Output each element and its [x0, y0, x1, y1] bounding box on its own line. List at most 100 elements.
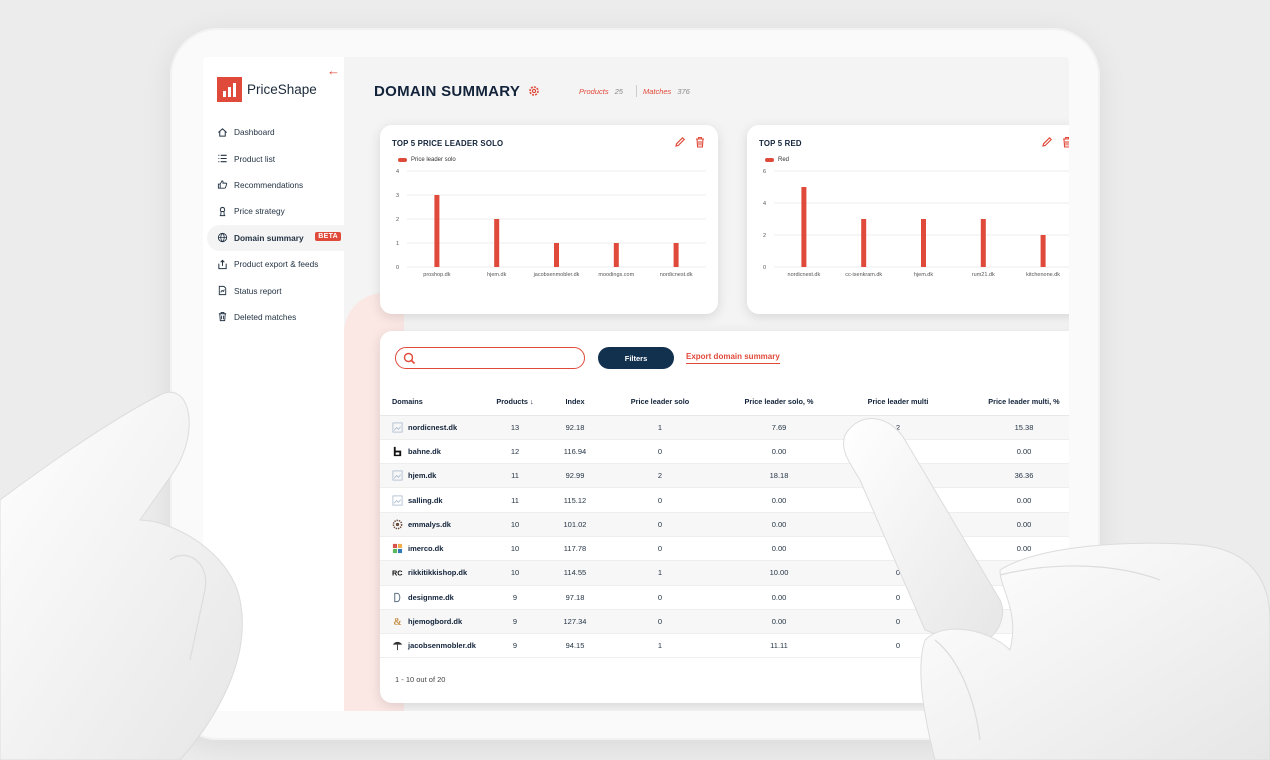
bar[interactable] — [494, 219, 500, 267]
cell-price-leader-multi: 0 — [838, 609, 958, 635]
bar[interactable] — [801, 187, 807, 267]
x-tick-label: hjem.dk — [914, 272, 934, 278]
bar[interactable] — [613, 243, 619, 267]
col-header-products[interactable]: Products ↓ — [480, 389, 550, 416]
domain-favicon-icon — [392, 519, 403, 530]
cell-price-leader-solo: 0 — [600, 585, 720, 610]
domain-name[interactable]: rikkitikkishop.dk — [408, 568, 468, 578]
domain-name[interactable]: salling.dk — [408, 495, 443, 505]
col-header-price-leader-multi-pct[interactable]: Price leader multi, % — [958, 389, 1069, 416]
bar[interactable] — [434, 195, 440, 267]
cell-price-leader-solo-pct: 11.11 — [720, 633, 838, 659]
table-row[interactable]: emmalys.dk 10 101.02 0 0.00 0.00 — [380, 512, 1069, 537]
cell-price-leader-solo-pct: 0.00 — [720, 512, 838, 537]
cell-index: 127.34 — [550, 609, 600, 635]
header-stats: Products 25 Matches 376 — [579, 85, 690, 97]
cell-price-leader-solo: 0 — [600, 536, 720, 562]
cell-index: 114.55 — [550, 560, 600, 586]
domain-name[interactable]: jacobsenmobler.dk — [408, 641, 476, 651]
sidebar-item-label: Product list — [234, 153, 276, 164]
search-icon — [403, 352, 416, 365]
col-header-products-label: Products — [496, 397, 528, 407]
col-header-index[interactable]: Index — [550, 389, 600, 416]
bar[interactable] — [1040, 235, 1046, 267]
sidebar-item-recommendations[interactable]: Recommendations — [207, 172, 344, 198]
domain-name[interactable]: emmalys.dk — [408, 519, 451, 529]
table-row[interactable]: imerco.dk 10 117.78 0 0.00 0 0.00 — [380, 536, 1069, 562]
sidebar-item-product-export-feeds[interactable]: Product export & feeds — [207, 251, 344, 277]
chart-card-red: TOP 5 RED Red 0 2 4 6 nordicnest.dk cc-isenkr… — [747, 125, 1069, 314]
logo-text: PriceShape — [247, 82, 317, 97]
sidebar-item-status-report[interactable]: Status report — [207, 277, 344, 303]
domain-favicon-icon: & — [393, 617, 401, 627]
col-header-price-leader-multi[interactable]: Price leader multi — [838, 389, 958, 416]
cell-price-leader-multi-pct — [958, 585, 1069, 610]
chart-actions — [1041, 136, 1069, 148]
domain-table: Domains Products ↓ Index Price leader so… — [380, 389, 1069, 659]
table-row[interactable]: RC rikkitikkishop.dk 10 114.55 1 10.00 0 — [380, 560, 1069, 586]
cell-domain: hjem.dk — [380, 463, 480, 489]
cell-price-leader-multi: 0 — [838, 633, 958, 659]
domain-name[interactable]: designme.dk — [408, 592, 454, 602]
edit-pencil-icon[interactable] — [674, 136, 686, 148]
domain-name[interactable]: imerco.dk — [408, 544, 444, 554]
sidebar-item-label: Recommendations — [234, 179, 304, 190]
cell-price-leader-solo: 1 — [600, 560, 720, 586]
domain-name[interactable]: nordicnest.dk — [408, 422, 458, 432]
filters-button[interactable]: Filters — [598, 347, 674, 369]
bar[interactable] — [921, 219, 926, 267]
col-header-price-leader-solo[interactable]: Price leader solo — [600, 389, 720, 416]
bar[interactable] — [980, 219, 986, 267]
table-row[interactable]: jacobsenmobler.dk 9 94.15 1 11.11 0 — [380, 633, 1069, 659]
matches-stat-label: Matches — [642, 87, 672, 96]
cell-domain: salling.dk — [380, 487, 480, 513]
sidebar-item-deleted-matches[interactable]: Deleted matches — [207, 304, 344, 330]
table-row[interactable]: hjem.dk 11 92.99 2 18.18 36.36 — [380, 463, 1069, 489]
search-box[interactable] — [395, 347, 585, 369]
cell-price-leader-multi-pct: 0.00 — [958, 512, 1069, 537]
collapse-sidebar-arrow-icon[interactable]: ← — [327, 63, 340, 78]
bar[interactable] — [554, 243, 559, 267]
table-row[interactable]: designme.dk 9 97.18 0 0.00 0 — [380, 585, 1069, 610]
col-header-price-leader-solo-pct[interactable]: Price leader solo, % — [720, 389, 838, 416]
bar[interactable] — [861, 219, 867, 267]
svg-text:RC: RC — [392, 569, 403, 578]
cell-price-leader-solo-pct: 0.00 — [720, 585, 838, 610]
edit-pencil-icon[interactable] — [1041, 136, 1053, 148]
sidebar-item-price-strategy[interactable]: Price strategy — [207, 198, 344, 224]
y-tick-label: 0 — [396, 265, 399, 271]
chart-title: TOP 5 PRICE LEADER SOLO — [392, 139, 504, 148]
cell-price-leader-multi-pct: 0.00 — [958, 439, 1069, 465]
settings-gear-icon[interactable] — [528, 85, 540, 97]
sidebar-item-product-list[interactable]: Product list — [207, 145, 344, 171]
search-input[interactable] — [422, 351, 572, 365]
beta-badge: BETA — [315, 231, 341, 241]
export-icon — [218, 259, 227, 269]
table-row[interactable]: bahne.dk 12 116.94 0 0.00 0.00 — [380, 439, 1069, 465]
cell-price-leader-solo-pct: 7.69 — [720, 415, 838, 440]
domain-favicon-icon — [392, 422, 403, 433]
cell-price-leader-multi — [838, 463, 958, 489]
cell-index: 97.18 — [550, 585, 600, 610]
cell-index: 92.99 — [550, 463, 600, 489]
table-row[interactable]: & hjemogbord.dk 9 127.34 0 0.00 0 — [380, 609, 1069, 635]
domain-favicon-icon — [392, 642, 403, 651]
cell-price-leader-multi-pct — [958, 609, 1069, 635]
export-domain-summary-link[interactable]: Export domain summary — [686, 352, 780, 364]
table-row[interactable]: nordicnest.dk 13 92.18 1 7.69 2 15.38 — [380, 415, 1069, 440]
domain-name[interactable]: hjem.dk — [408, 471, 437, 481]
cell-domain: emmalys.dk — [380, 512, 480, 537]
domain-name[interactable]: hjemogbord.dk — [408, 617, 463, 627]
cell-price-leader-multi-pct: 0.00 — [958, 487, 1069, 513]
sidebar-item-label: Dashboard — [234, 127, 275, 138]
domain-favicon-icon — [392, 544, 403, 554]
domain-name[interactable]: bahne.dk — [408, 446, 441, 456]
col-header-domains[interactable]: Domains — [380, 389, 480, 416]
sidebar-item-domain-summary[interactable]: Domain summary BETA — [207, 224, 344, 251]
delete-trash-icon[interactable] — [694, 136, 706, 148]
delete-trash-icon[interactable] — [1061, 136, 1069, 148]
table-row[interactable]: salling.dk 11 115.12 0 0.00 0.00 — [380, 487, 1069, 513]
bar[interactable] — [673, 243, 679, 267]
logo[interactable]: PriceShape — [217, 77, 317, 102]
sidebar-item-dashboard[interactable]: Dashboard — [207, 119, 344, 145]
